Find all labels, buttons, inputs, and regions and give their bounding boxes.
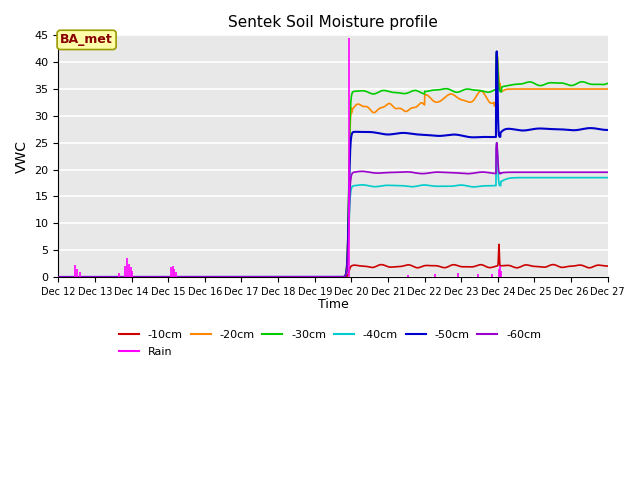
Y-axis label: VWC: VWC bbox=[15, 140, 29, 173]
Legend: Rain: Rain bbox=[119, 347, 172, 357]
Text: BA_met: BA_met bbox=[60, 34, 113, 47]
Title: Sentek Soil Moisture profile: Sentek Soil Moisture profile bbox=[228, 15, 438, 30]
X-axis label: Time: Time bbox=[317, 298, 348, 311]
